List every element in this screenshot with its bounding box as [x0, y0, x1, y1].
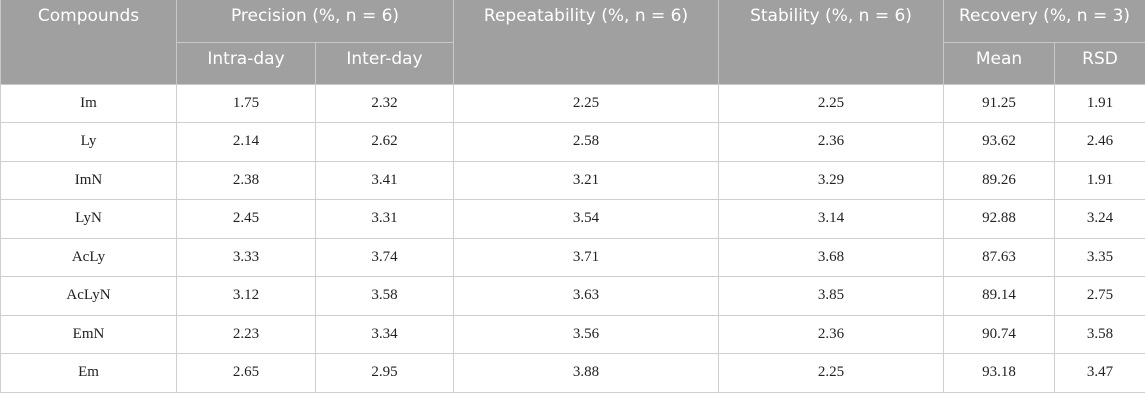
value-cell: 3.71: [453, 237, 719, 277]
header-cell: Precision (%, n = 6): [176, 0, 454, 43]
value-cell: 2.46: [1053, 122, 1145, 162]
table-row: Im 1.75 2.32 2.25 2.25 91.25 1.91: [0, 83, 1145, 123]
value-cell: 3.58: [1053, 314, 1145, 354]
compound-cell: ImN: [0, 160, 177, 200]
table-row: ImN 2.38 3.41 3.21 3.29 89.26 1.91: [0, 160, 1145, 200]
table-row: AcLyN 3.12 3.58 3.63 3.85 89.14 2.75: [0, 276, 1145, 316]
value-cell: 3.41: [315, 160, 454, 200]
value-cell: 3.47: [1053, 353, 1145, 393]
value-cell: 2.32: [315, 83, 454, 123]
value-cell: 3.88: [453, 353, 719, 393]
header-row: Intra-day Inter-day Mean RSD: [1, 42, 1145, 85]
value-cell: 3.24: [1053, 199, 1145, 239]
value-cell: 89.14: [943, 276, 1055, 316]
table-row: LyN 2.45 3.31 3.54 3.14 92.88 3.24: [0, 199, 1145, 239]
compound-cell: Ly: [0, 122, 177, 162]
value-cell: 3.14: [718, 199, 944, 239]
table-row: AcLy 3.33 3.74 3.71 3.68 87.63 3.35: [0, 237, 1145, 277]
header-row: Compounds Precision (%, n = 6) Repeatabi…: [0, 0, 1145, 85]
value-cell: 2.95: [315, 353, 454, 393]
value-cell: 3.56: [453, 314, 719, 354]
value-cell: 2.58: [453, 122, 719, 162]
value-cell: 93.62: [943, 122, 1055, 162]
value-cell: 2.75: [1053, 276, 1145, 316]
compound-cell: AcLyN: [0, 276, 177, 316]
table-body: Im 1.75 2.32 2.25 2.25 91.25 1.91 Ly 2.14 2.62 2.5…: [0, 83, 1145, 393]
table-header: Compounds Precision (%, n = 6) Repeatabi…: [0, 0, 1145, 85]
value-cell: 3.68: [718, 237, 944, 277]
value-cell: 89.26: [943, 160, 1055, 200]
value-cell: 3.29: [718, 160, 944, 200]
value-cell: 2.36: [718, 314, 944, 354]
value-cell: 3.63: [453, 276, 719, 316]
compound-cell: LyN: [0, 199, 177, 239]
value-cell: 1.75: [176, 83, 316, 123]
header-cell: Compounds: [0, 0, 177, 85]
value-cell: 2.45: [176, 199, 316, 239]
value-cell: 3.85: [718, 276, 944, 316]
header-cell: RSD: [1053, 42, 1145, 85]
header-cell: Repeatability (%, n = 6): [453, 0, 719, 85]
data-table: Compounds Precision (%, n = 6) Repeatabi…: [0, 0, 1145, 393]
compound-cell: Im: [0, 83, 177, 123]
value-cell: 3.12: [176, 276, 316, 316]
value-cell: 3.31: [315, 199, 454, 239]
value-cell: 3.33: [176, 237, 316, 277]
header-cell: Recovery (%, n = 3): [942, 0, 1145, 43]
table-row: EmN 2.23 3.34 3.56 2.36 90.74 3.58: [0, 314, 1145, 354]
value-cell: 91.25: [943, 83, 1055, 123]
value-cell: 2.65: [176, 353, 316, 393]
compound-cell: Em: [0, 353, 177, 393]
value-cell: 3.54: [453, 199, 719, 239]
value-cell: 3.21: [453, 160, 719, 200]
value-cell: 2.25: [718, 353, 944, 393]
value-cell: 92.88: [943, 199, 1055, 239]
value-cell: 2.23: [176, 314, 316, 354]
value-cell: 2.38: [176, 160, 316, 200]
value-cell: 1.91: [1053, 83, 1145, 123]
header-cell: Inter-day: [315, 42, 454, 85]
value-cell: 2.25: [718, 83, 944, 123]
value-cell: 1.91: [1053, 160, 1145, 200]
compound-cell: AcLy: [0, 237, 177, 277]
value-cell: 3.35: [1053, 237, 1145, 277]
value-cell: 3.58: [315, 276, 454, 316]
header-cell: Mean: [943, 42, 1055, 85]
table-row: Ly 2.14 2.62 2.58 2.36 93.62 2.46: [0, 122, 1145, 162]
value-cell: 93.18: [943, 353, 1055, 393]
table-row: Em 2.65 2.95 3.88 2.25 93.18 3.47: [0, 353, 1145, 393]
value-cell: 3.34: [315, 314, 454, 354]
value-cell: 87.63: [943, 237, 1055, 277]
header-cell: Stability (%, n = 6): [718, 0, 944, 85]
value-cell: 2.62: [315, 122, 454, 162]
value-cell: 3.74: [315, 237, 454, 277]
compound-cell: EmN: [0, 314, 177, 354]
value-cell: 2.14: [176, 122, 316, 162]
value-cell: 2.25: [453, 83, 719, 123]
value-cell: 90.74: [943, 314, 1055, 354]
header-cell: Intra-day: [176, 42, 316, 85]
value-cell: 2.36: [718, 122, 944, 162]
